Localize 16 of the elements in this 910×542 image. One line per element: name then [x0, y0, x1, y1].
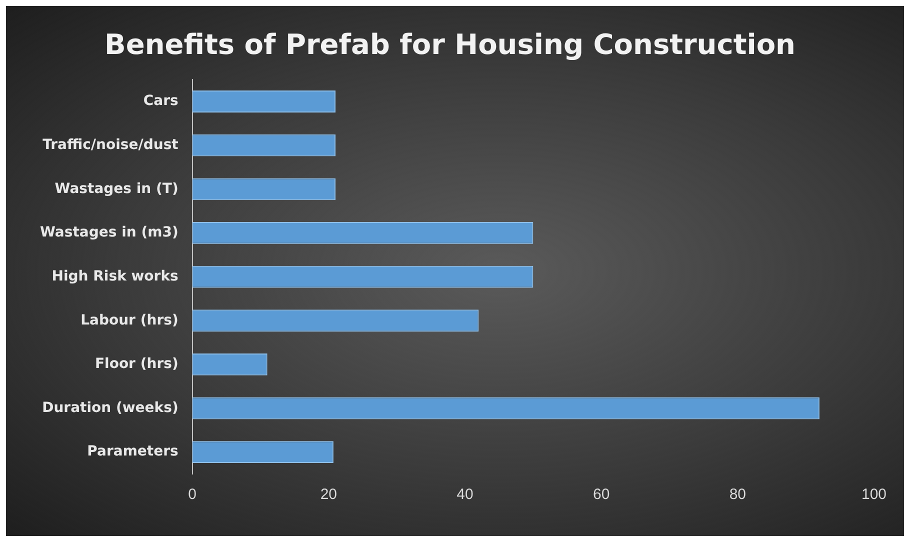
chart-title: Benefits of Prefab for Housing Construction — [104, 28, 796, 62]
y-tick-label: Labour (hrs) — [80, 312, 178, 328]
x-tick-label: 20 — [320, 486, 338, 504]
y-tick-label: Parameters — [87, 444, 178, 460]
x-tick-label: 0 — [188, 486, 197, 504]
y-tick-label: Cars — [143, 93, 178, 110]
y-tick-label: High Risk works — [52, 268, 178, 284]
y-tick-label: Floor (hrs) — [94, 356, 178, 372]
y-tick-label: Traffic/noise/dust — [42, 136, 179, 153]
y-tick-label: Wastages in (T) — [54, 180, 178, 197]
x-tick-label: 60 — [592, 486, 610, 504]
y-tick-label: Duration (weeks) — [42, 400, 178, 416]
x-tick-label: 40 — [456, 486, 474, 504]
x-tick-label: 80 — [729, 486, 746, 504]
x-tick-label: 100 — [861, 486, 887, 504]
y-tick-label: Wastages in (m3) — [40, 224, 178, 241]
